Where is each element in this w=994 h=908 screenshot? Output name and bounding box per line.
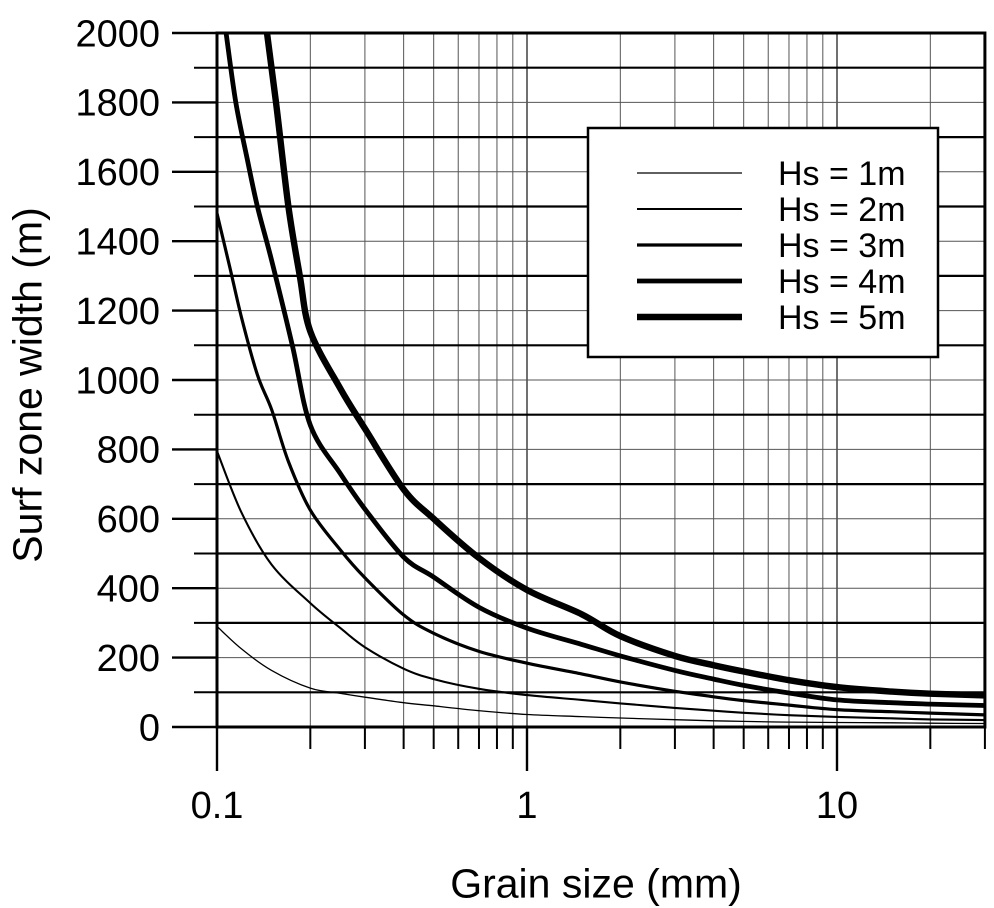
y-tick-label: 800 (97, 430, 160, 472)
curve-hs4m (223, 33, 985, 708)
curve-hs5m (263, 33, 985, 699)
legend-entry-label: Hs = 1m (778, 155, 906, 193)
x-tick-label: 0.1 (191, 785, 244, 827)
legend-entry-label: Hs = 5m (778, 299, 906, 337)
y-tick-label: 0 (139, 707, 160, 749)
y-tick-label: 1600 (75, 152, 160, 194)
y-tick-label: 400 (97, 569, 160, 611)
y-tick-label: 1000 (75, 360, 160, 402)
x-tick-label: 1 (516, 785, 537, 827)
y-axis-title: Surf zone width (m) (4, 207, 51, 563)
y-tick-label: 1200 (75, 291, 160, 333)
legend-entry-label: Hs = 3m (778, 227, 906, 265)
y-tick-label: 600 (97, 499, 160, 541)
y-tick-label: 1400 (75, 222, 160, 264)
curve-hs1m (217, 625, 985, 725)
y-tick-label: 200 (97, 638, 160, 680)
legend-entry-label: Hs = 4m (778, 263, 906, 301)
y-tick-label: 1800 (75, 83, 160, 125)
legend-entry-label: Hs = 2m (778, 191, 906, 229)
x-axis-title: Grain size (mm) (450, 860, 742, 907)
y-tick-label: 2000 (75, 13, 160, 55)
x-tick-label: 10 (816, 785, 858, 827)
curve-hs3m (217, 213, 985, 717)
curve-hs2m (217, 450, 985, 722)
curves-group (217, 33, 985, 725)
